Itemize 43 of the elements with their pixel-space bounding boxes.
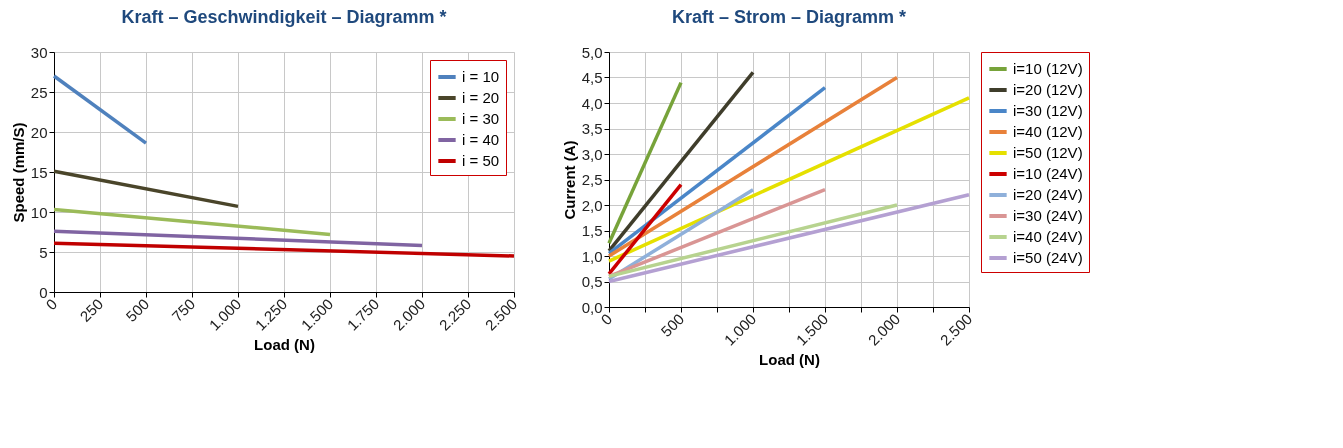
- y-axis-title: Speed (mm/S): [9, 122, 27, 223]
- y-tick-label: 0: [39, 283, 48, 301]
- chart-title: Kraft – Geschwindigkeit – Diagramm *: [121, 7, 447, 27]
- legend-label: i=20 (12V): [1013, 81, 1083, 98]
- y-tick-label: 25: [30, 83, 48, 101]
- x-axis-title: Load (N): [254, 335, 315, 353]
- legend-label: i=40 (24V): [1013, 228, 1083, 245]
- legend-label: i = 40: [462, 131, 500, 148]
- y-tick-label: 1,5: [581, 222, 603, 239]
- x-tick-label: 500: [657, 310, 688, 340]
- legend-label: i=10 (12V): [1013, 60, 1083, 77]
- y-tick-label: 0,5: [581, 273, 603, 290]
- legend-label: i=30 (24V): [1013, 207, 1083, 224]
- y-tick-label: 4,5: [581, 69, 603, 86]
- y-tick-label: 15: [30, 163, 48, 181]
- y-tick-label: 5,0: [581, 43, 603, 61]
- legend-label: i = 20: [462, 89, 500, 106]
- legend-label: i = 50: [462, 152, 500, 169]
- y-tick-label: 2,5: [581, 171, 603, 188]
- y-axis-title: Current (A): [560, 140, 578, 220]
- chart-title: Kraft – Strom – Diagramm *: [671, 7, 907, 27]
- legend-label: i=50 (12V): [1013, 144, 1083, 161]
- legend-label: i=50 (24V): [1013, 249, 1083, 266]
- legend-label: i=10 (24V): [1013, 165, 1083, 182]
- y-tick-label: 10: [30, 203, 48, 221]
- y-tick-label: 0,0: [581, 298, 603, 316]
- x-axis-title: Load (N): [759, 350, 820, 368]
- y-tick-label: 1,0: [581, 247, 603, 265]
- legend-label: i=30 (12V): [1013, 102, 1083, 119]
- x-tick-label: 500: [122, 295, 153, 325]
- y-tick-label: 5: [39, 243, 48, 261]
- legend-label: i = 30: [462, 110, 500, 127]
- x-tick-label: 750: [168, 295, 199, 325]
- y-tick-label: 30: [30, 43, 48, 61]
- y-tick-label: 20: [30, 123, 48, 141]
- x-tick-label: 250: [76, 295, 107, 325]
- y-tick-label: 3,0: [581, 145, 603, 163]
- legend-label: i=40 (12V): [1013, 123, 1083, 140]
- legend-label: i = 10: [462, 68, 500, 85]
- y-tick-label: 4,0: [581, 94, 603, 112]
- y-tick-label: 2,0: [581, 196, 603, 214]
- legend-label: i=20 (24V): [1013, 186, 1083, 203]
- y-tick-label: 3,5: [581, 120, 603, 137]
